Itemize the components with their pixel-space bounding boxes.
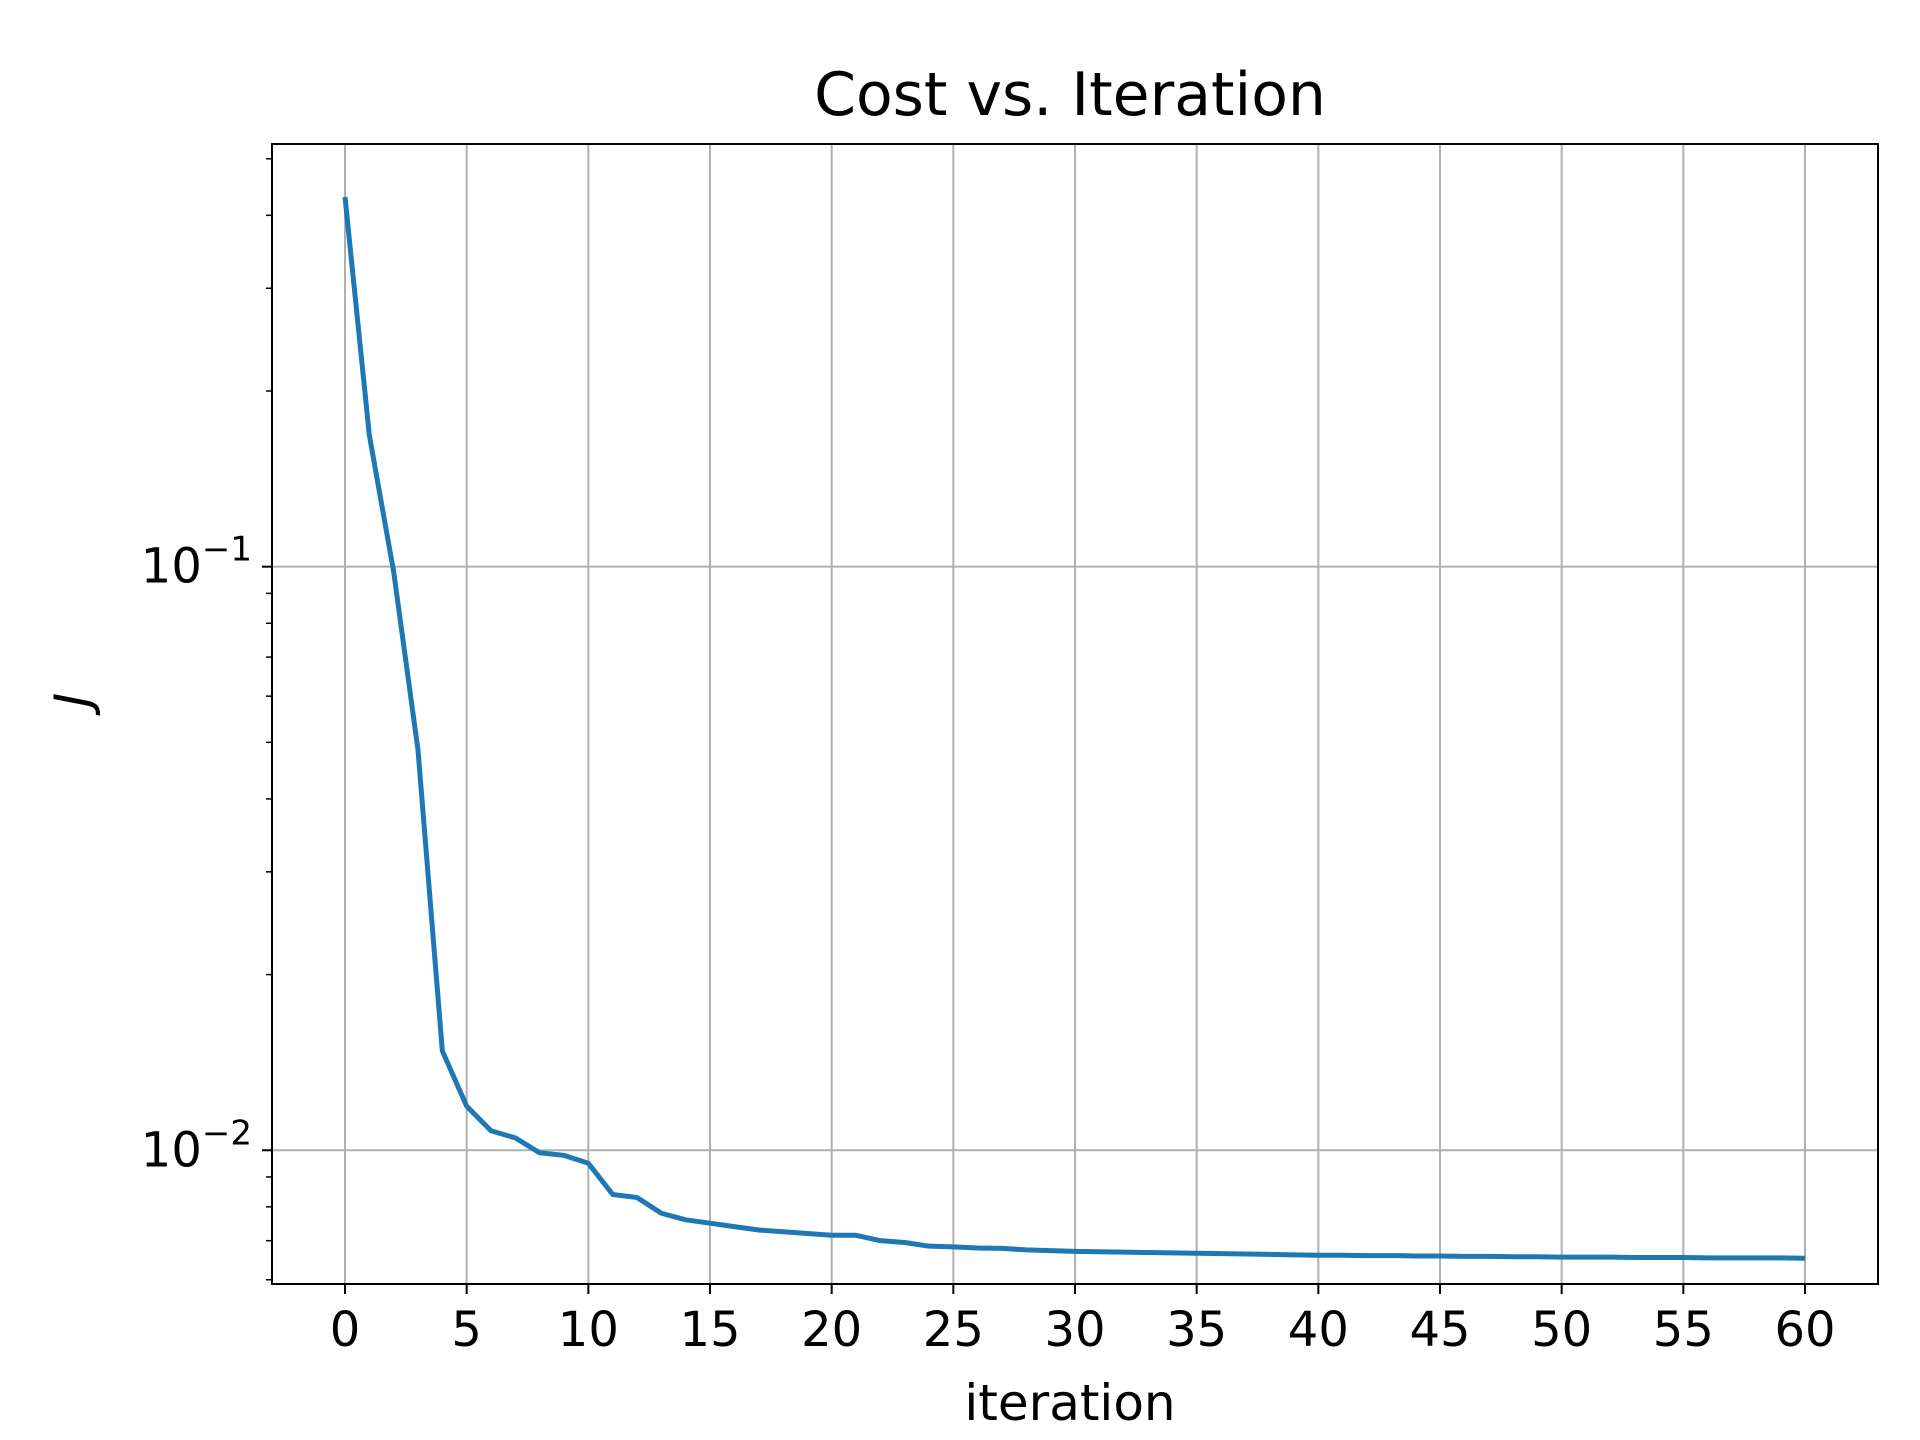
x-tick-label: 50 [1531,1302,1592,1358]
y-axis-label: J [44,693,102,717]
x-tick-label: 35 [1166,1302,1227,1358]
x-axis-ticks: 0 5 10 15 20 25 30 35 40 45 50 55 60 [330,1284,1836,1358]
x-tick-label: 60 [1774,1302,1835,1358]
x-tick-label: 25 [923,1302,984,1358]
x-tick-label: 45 [1409,1302,1470,1358]
x-tick-label: 30 [1044,1302,1105,1358]
x-tick-label: 55 [1653,1302,1714,1358]
grid-layer [272,144,1878,1284]
chart-title: Cost vs. Iteration [814,60,1326,130]
x-tick-label: 0 [330,1302,361,1358]
x-tick-label: 40 [1288,1302,1349,1358]
cost-series-line [342,196,1806,1261]
x-tick-label: 15 [679,1302,740,1358]
x-axis-label: iteration [964,1374,1175,1432]
x-tick-label: 20 [801,1302,862,1358]
x-tick-label: 10 [558,1302,619,1358]
y-tick-label: 10−1 [141,530,252,595]
y-tick-label: 10−2 [141,1113,252,1178]
x-tick-label: 5 [451,1302,482,1358]
y-axis-ticks: 10−1 10−2 [141,530,272,1178]
series-layer [342,196,1806,1261]
